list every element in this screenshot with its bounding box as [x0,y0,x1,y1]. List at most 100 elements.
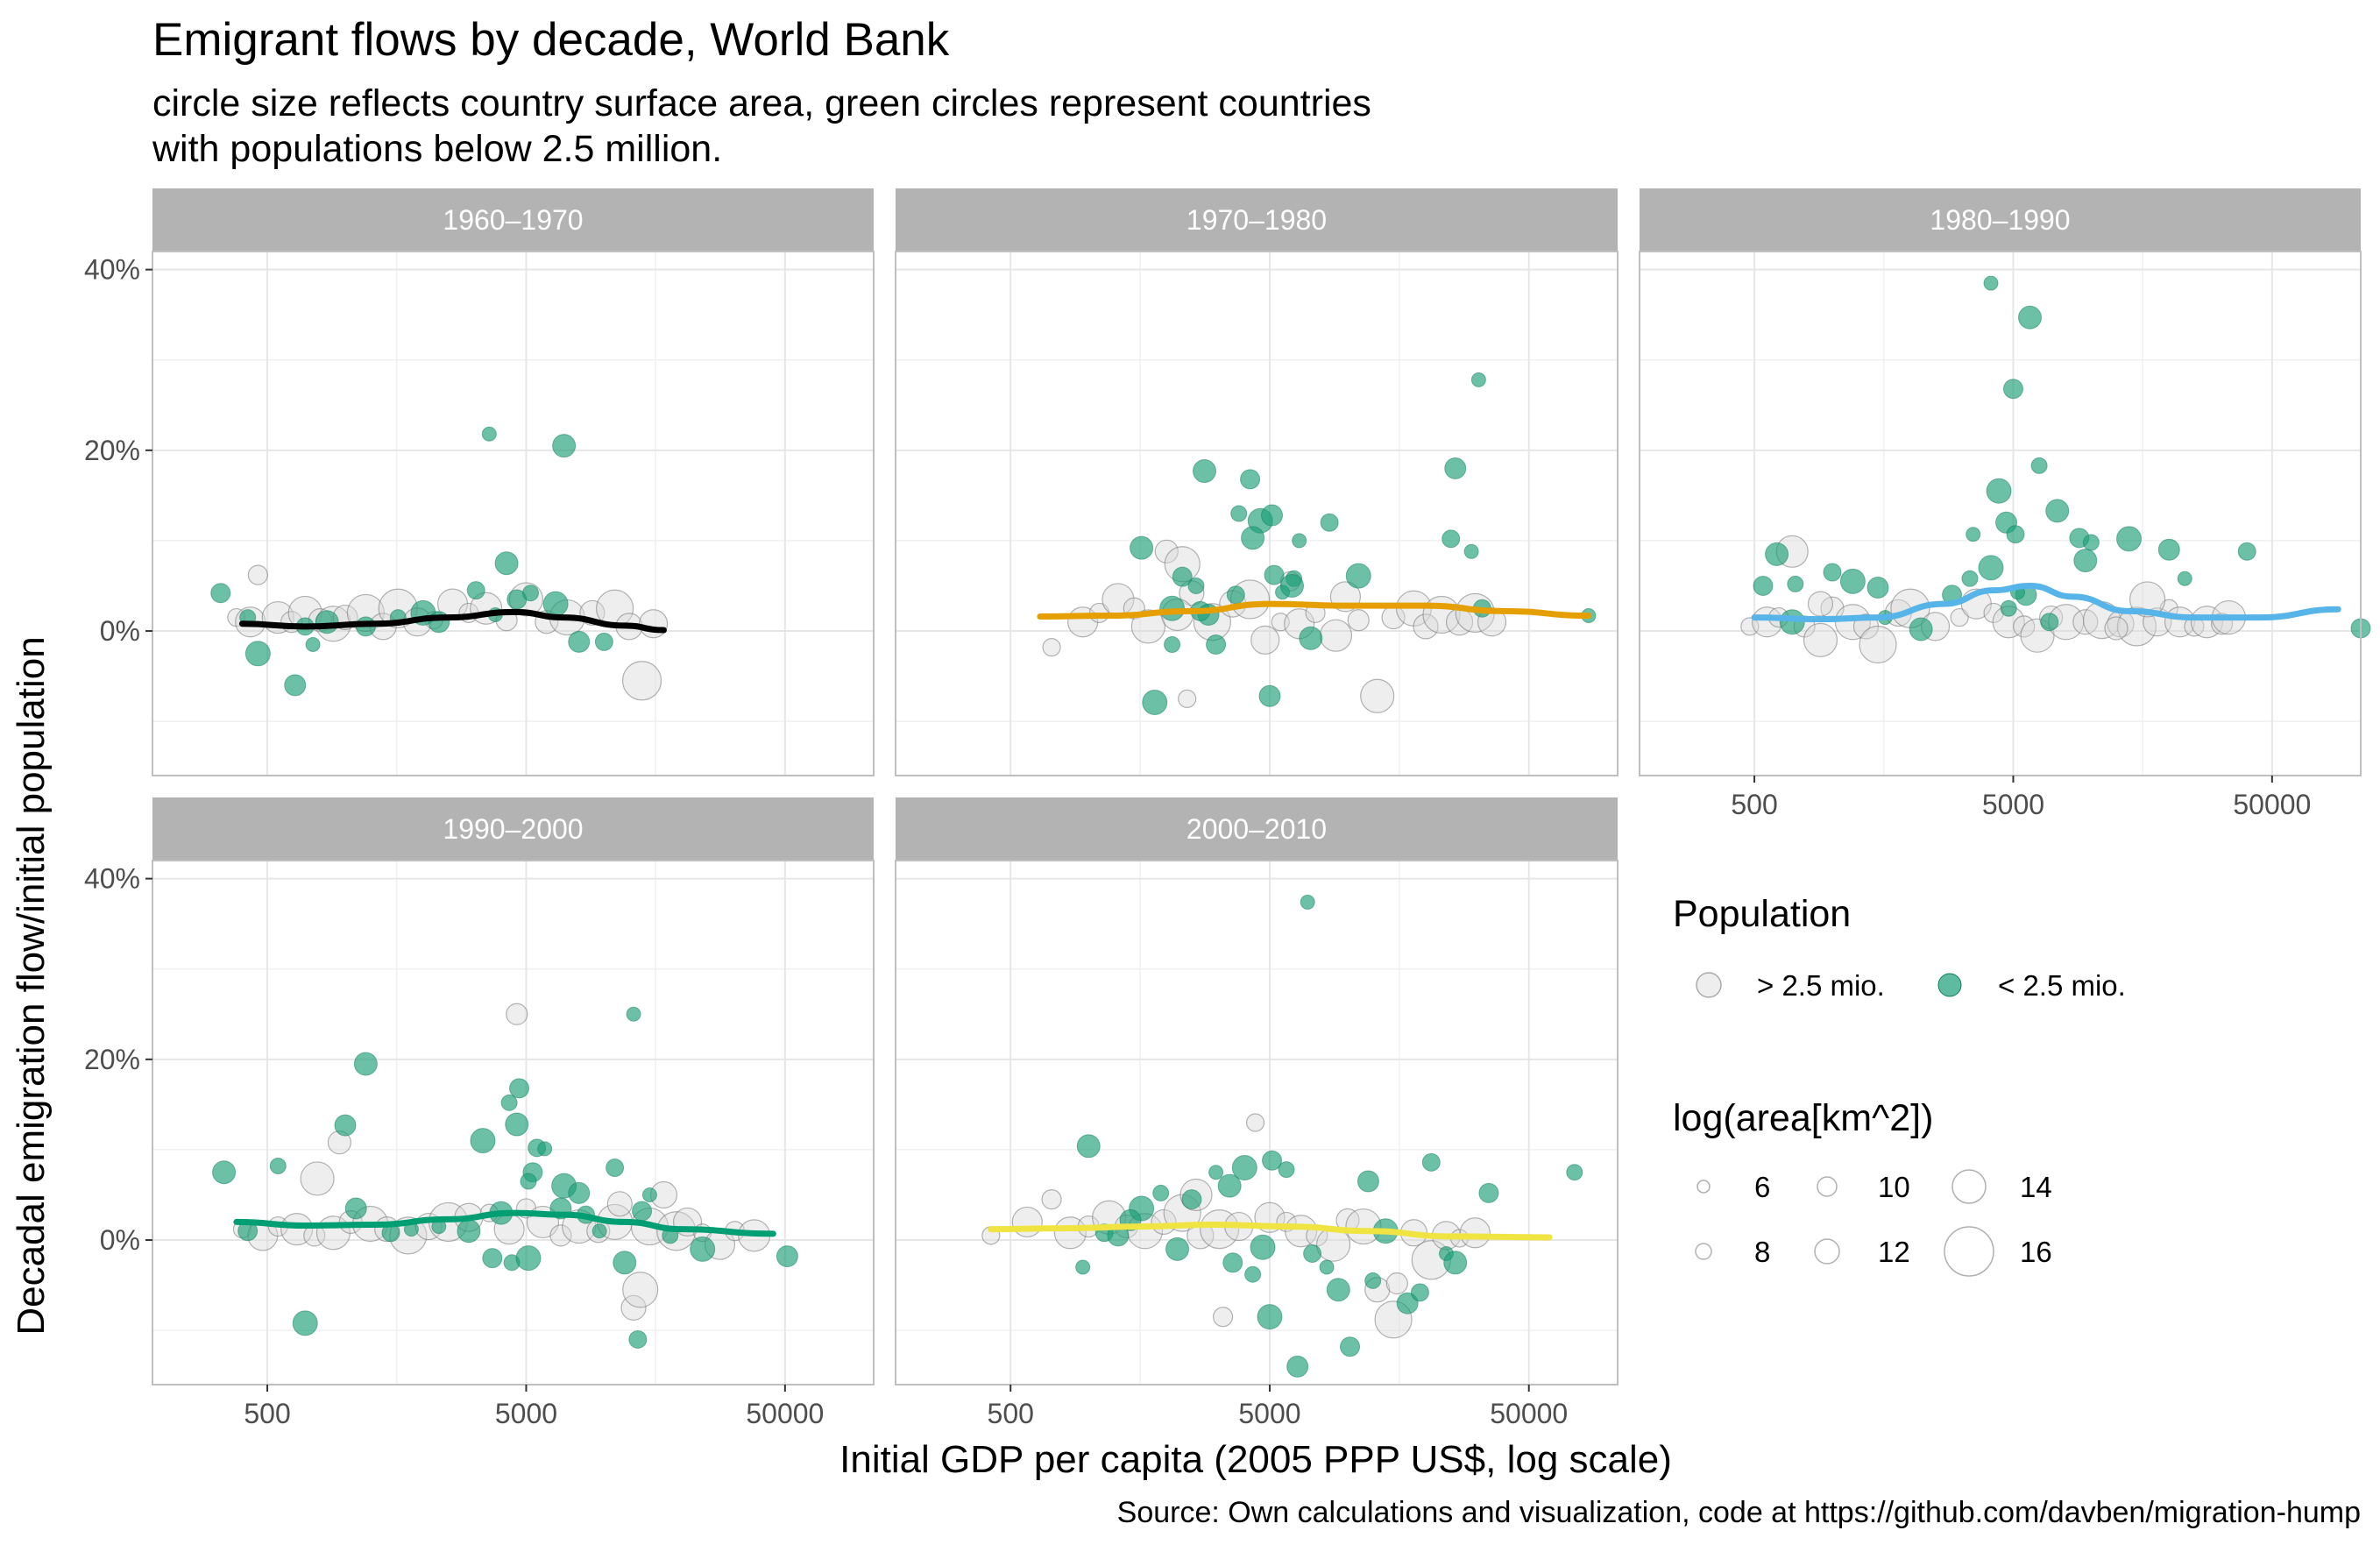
panel-3: 1980–1990 500 5000 50000 [1639,188,2371,820]
panel-2: 1970–1980 [895,188,1619,776]
point-small-pop [1165,1237,1190,1261]
facet-label: 1960–1970 [443,204,583,236]
point-small-pop [542,591,569,617]
panel-background [896,861,1618,1385]
legend-key-area [1817,1176,1838,1197]
point-large-pop [300,1161,335,1196]
point-small-pop [2017,305,2042,330]
point-large-pop [2072,609,2099,635]
y-tick-label: 40% [84,254,140,286]
point-small-pop [1250,1234,1276,1260]
point-large-pop [1042,637,1061,657]
point-small-pop [1181,1189,1202,1210]
smooth-trend-line [1751,582,2341,623]
point-small-pop [2002,379,2023,400]
point-small-pop [284,674,307,697]
point-large-pop [1859,625,1897,664]
point-small-pop [1230,505,1248,522]
point-small-pop [1478,1182,1499,1203]
point-small-pop [334,1114,357,1137]
facet-strip [152,797,874,861]
x-tick-label: 50000 [2233,789,2311,820]
point-small-pop [628,1329,648,1349]
x-axis-label: Initial GDP per capita (2005 PPP US$, lo… [839,1438,1672,1481]
legend-key-small-pop [1937,973,1962,997]
legend-key-area [1951,1169,1987,1204]
legend-area-label: 14 [2020,1171,2052,1203]
legend-area-label: 12 [1878,1236,1910,1268]
facet-label: 1980–1990 [1930,204,2070,236]
point-large-pop [1360,678,1395,713]
point-small-pop [1303,1244,1322,1263]
point-small-pop [210,583,231,604]
point-small-pop [568,1181,591,1204]
point-small-pop [509,1078,530,1099]
legend-population-label: < 2.5 mio. [1998,969,2126,1002]
legend-area-label: 6 [1754,1171,1770,1203]
point-large-pop [1011,1206,1043,1238]
legend-key-area [1814,1238,1840,1265]
legend: Population > 2.5 mio. < 2.5 mio. log(area[k… [1673,893,2126,1277]
panel-border [1639,251,2362,776]
point-small-pop [2040,613,2059,632]
point-small-pop [1326,1278,1350,1302]
point-small-pop [244,641,271,667]
legend-key-area [1944,1226,1994,1277]
point-small-pop [1765,542,1789,566]
point-large-pop [247,564,268,585]
point-large-pop [1950,607,1969,627]
point-small-pop [470,1128,496,1154]
x-tick-label: 5000 [1982,789,2044,820]
point-small-pop [1986,478,2012,504]
point-small-pop [1345,563,1371,589]
point-small-pop [212,1160,237,1185]
point-small-pop [1364,1272,1382,1289]
point-large-pop [606,1191,633,1217]
point-small-pop [2082,534,2100,551]
point-small-pop [521,585,539,602]
legend-area-label: 16 [2020,1236,2052,1268]
panel-4: 1990–2000 0% 20% 40% 500 5000 50000 [84,797,875,1429]
x-tick-label: 500 [1731,789,1777,820]
point-small-pop [1152,1184,1170,1201]
point-small-pop [466,581,485,600]
point-small-pop [1444,457,1467,479]
point-small-pop [315,610,339,634]
point-small-pop [1753,575,1774,596]
point-small-pop [1909,617,1933,641]
point-small-pop [2073,549,2098,573]
point-small-pop [2237,542,2256,561]
point-small-pop [606,1159,625,1178]
point-small-pop [1443,1251,1468,1275]
facet-label: 2000–2010 [1186,813,1327,845]
point-small-pop [1222,1252,1243,1273]
point-large-pop [549,1224,572,1247]
smooth-trend-line [233,1209,776,1237]
point-large-pop [1130,609,1166,644]
point-small-pop [1240,469,1261,490]
point-small-pop [2157,538,2180,561]
point-large-pop [1245,1113,1265,1132]
x-tick-label: 50000 [746,1398,824,1429]
point-small-pop [1410,1283,1429,1302]
point-small-pop [1566,1164,1583,1181]
point-small-pop [1264,564,1285,585]
chart-subtitle: circle size reflects country surface are… [152,82,1371,170]
facet-strip [152,188,874,252]
point-small-pop [1130,535,1154,560]
point-small-pop [1226,585,1245,605]
point-small-pop [494,551,519,576]
point-small-pop [269,1157,287,1174]
point-small-pop [1172,566,1193,587]
point-large-pop [280,1213,314,1246]
point-small-pop [1208,1165,1224,1180]
legend-area-label: 10 [1878,1171,1910,1203]
point-small-pop [1261,504,1284,527]
legend-area-title: log(area[km^2]) [1673,1097,1933,1139]
point-small-pop [457,1219,481,1244]
point-small-pop [1193,459,1217,484]
panel-border [152,251,875,776]
point-large-pop [639,609,669,639]
chart-title: Emigrant flows by decade, World Bank [152,14,950,66]
point-small-pop [1787,575,1804,592]
